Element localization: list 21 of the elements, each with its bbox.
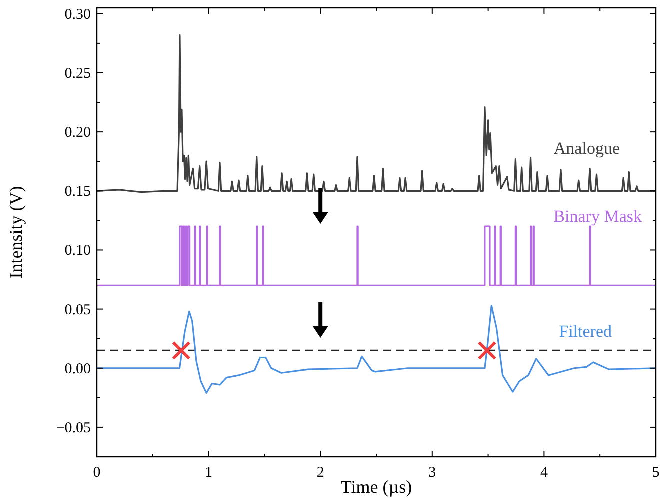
y-tick-label: 0.25 bbox=[64, 66, 91, 82]
y-axis-title: Intensity (V) bbox=[6, 186, 26, 279]
x-tick-label: 1 bbox=[205, 465, 213, 481]
x-tick-label: 4 bbox=[540, 465, 548, 481]
y-tick-label: 0.30 bbox=[64, 6, 91, 23]
y-tick-label: 0.00 bbox=[64, 361, 91, 378]
y-tick-label: −0.05 bbox=[56, 420, 91, 436]
y-tick-label: 0.05 bbox=[64, 302, 91, 318]
series-label: Filtered bbox=[559, 322, 612, 341]
x-axis-title: Time (µs) bbox=[340, 477, 412, 497]
y-tick-label: 0.15 bbox=[64, 184, 91, 200]
x-tick-label: 0 bbox=[93, 465, 101, 481]
y-tick-label: 0.20 bbox=[64, 125, 91, 142]
series-label: Analogue bbox=[554, 139, 620, 158]
series-label: Binary Mask bbox=[554, 207, 642, 226]
x-tick-label: 2 bbox=[316, 465, 324, 481]
line-series bbox=[96, 34, 657, 194]
line-series bbox=[96, 304, 657, 394]
x-tick-label: 3 bbox=[428, 465, 436, 481]
x-tick-label: 5 bbox=[652, 465, 660, 481]
y-tick-label: 0.10 bbox=[64, 243, 91, 260]
